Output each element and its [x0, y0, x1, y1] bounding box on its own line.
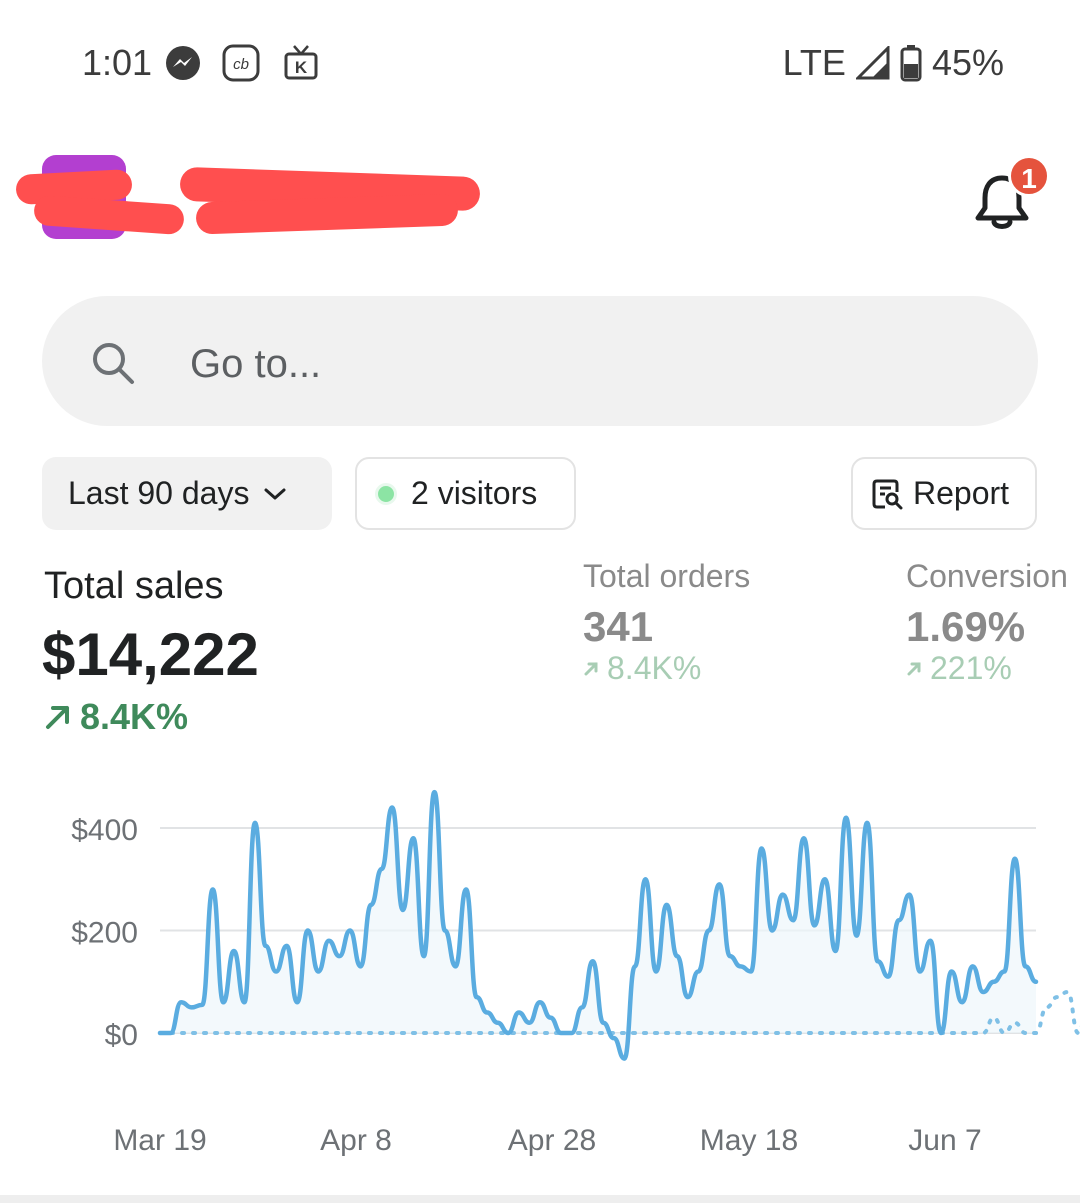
x-tick-label: May 18 — [700, 1124, 798, 1157]
sales-series-line — [157, 789, 1039, 1061]
sales-area — [160, 792, 1036, 1059]
x-tick-label: Apr 8 — [320, 1124, 392, 1157]
network-type: LTE — [782, 42, 846, 83]
status-bar: 1:01 cb K LTE 45% — [0, 0, 1080, 120]
report-label: Report — [913, 475, 1010, 511]
conversion-label: Conversion — [906, 558, 1068, 594]
report-button[interactable]: Report — [851, 457, 1037, 530]
status-time: 1:01 — [82, 42, 153, 83]
total-sales-value: $14,222 — [42, 621, 259, 688]
conversion-delta: 221% — [906, 650, 1012, 687]
battery-icon — [900, 45, 922, 82]
notification-badge[interactable]: 1 — [1008, 155, 1050, 197]
live-status-dot — [375, 482, 397, 505]
status-right: LTE 45% — [783, 42, 1004, 84]
bottom-divider — [0, 1195, 1080, 1203]
total-sales-delta-value: 8.4K% — [80, 696, 189, 737]
y-tick-label: $200 — [71, 917, 138, 950]
total-orders-delta-value: 8.4K% — [607, 650, 702, 686]
live-visitors-button[interactable]: 2 visitors — [355, 457, 576, 530]
y-tick-label: $400 — [71, 814, 138, 847]
visitors-label: 2 visitors — [411, 475, 538, 511]
chevron-down-icon — [264, 488, 286, 499]
total-orders-value: 341 — [583, 603, 654, 650]
x-tick-label: Mar 19 — [113, 1124, 206, 1157]
total-sales-delta: 8.4K% — [44, 696, 188, 738]
sales-line-chart[interactable]: $400 $200 $0 Mar 19 Apr 8 Apr 28 May 18 Jun 7 — [0, 770, 1080, 1170]
svg-text:K: K — [295, 58, 308, 77]
cb-app-icon: cb — [222, 44, 260, 82]
total-sales-label: Total sales — [44, 565, 224, 607]
signal-icon — [855, 46, 890, 80]
date-range-button[interactable]: Last 90 days — [42, 457, 332, 530]
arrow-up-right-icon — [46, 706, 69, 729]
x-tick-label: Apr 28 — [508, 1124, 596, 1157]
total-orders-delta: 8.4K% — [583, 650, 701, 687]
report-icon — [872, 479, 903, 509]
tv-app-icon: K — [284, 45, 318, 80]
total-orders-label: Total orders — [583, 558, 751, 594]
arrow-up-right-icon — [907, 662, 921, 675]
svg-text:cb: cb — [233, 56, 249, 73]
x-tick-label: Jun 7 — [908, 1124, 981, 1157]
conversion-value: 1.69% — [906, 603, 1026, 650]
conversion-delta-value: 221% — [930, 650, 1012, 686]
messenger-icon — [166, 46, 200, 80]
arrow-up-right-icon — [584, 662, 598, 675]
battery-percent: 45% — [931, 42, 1004, 83]
search-input[interactable] — [190, 336, 990, 392]
y-tick-label: $0 — [105, 1019, 138, 1052]
date-range-label: Last 90 days — [68, 475, 250, 511]
search-icon — [93, 343, 134, 384]
